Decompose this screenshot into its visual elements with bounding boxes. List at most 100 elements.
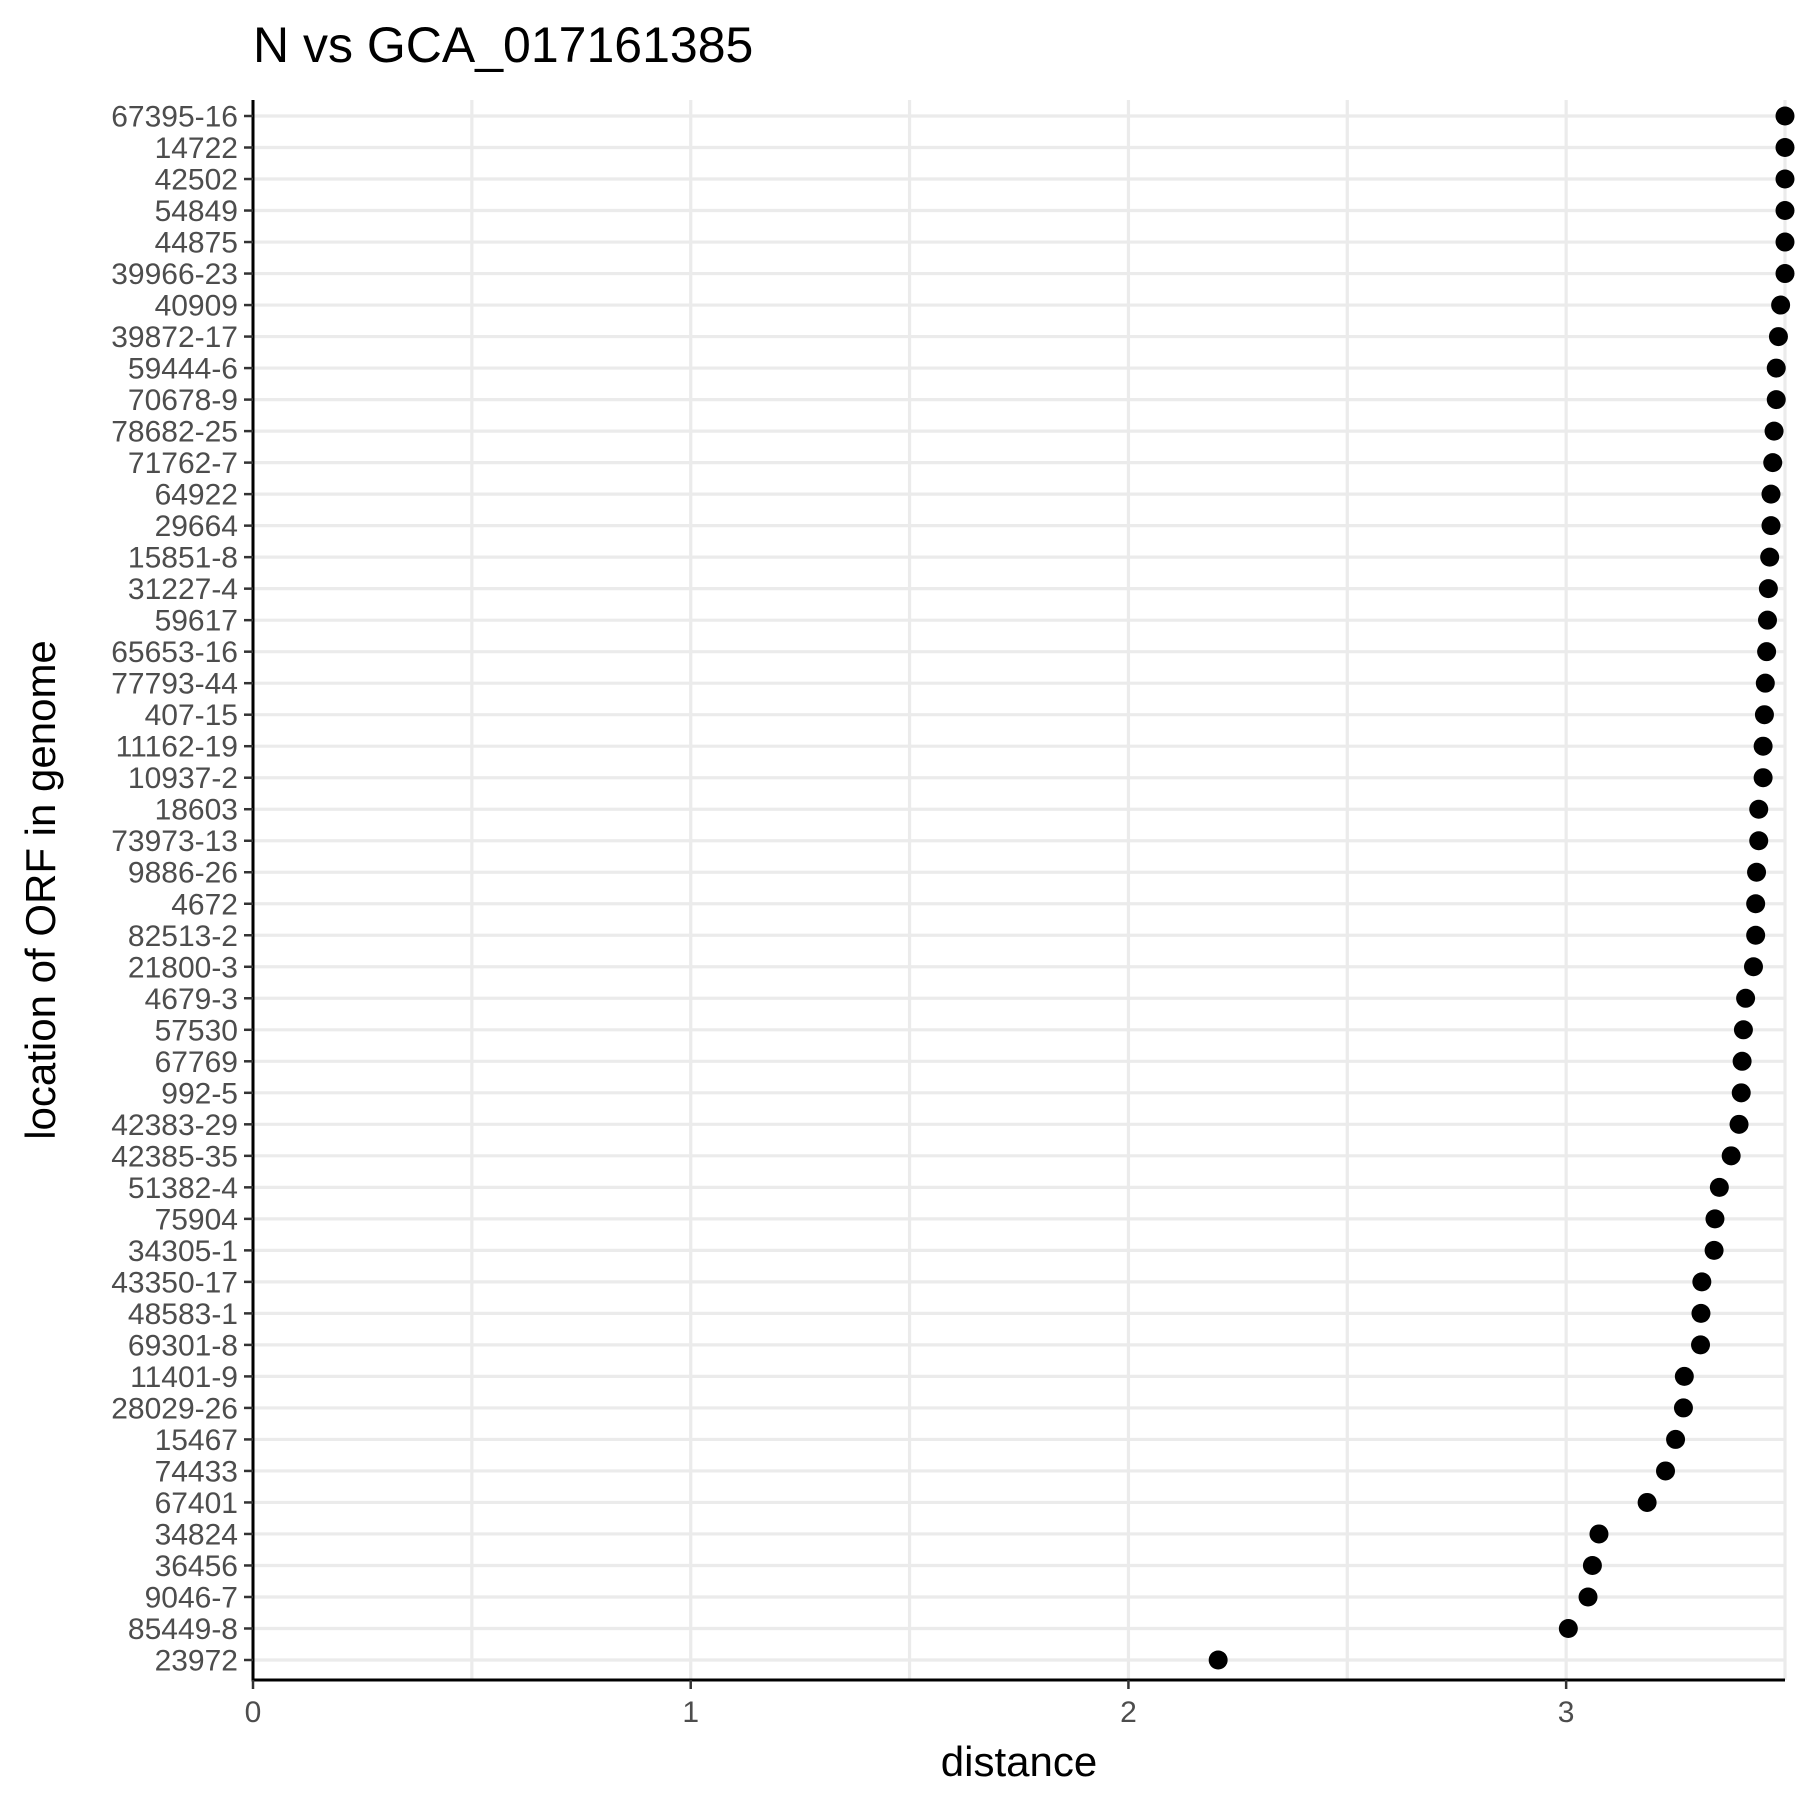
y-axis-title: location of ORF in genome <box>17 640 64 1140</box>
y-tick-label: 29664 <box>155 510 238 543</box>
data-point <box>1691 1335 1711 1355</box>
data-point <box>1755 673 1775 693</box>
y-tick-label: 18603 <box>155 794 238 827</box>
data-point <box>1754 705 1774 725</box>
data-point <box>1758 579 1778 599</box>
y-tick-label: 15851-8 <box>128 542 238 575</box>
data-point <box>1736 988 1756 1008</box>
data-point <box>1729 1114 1749 1134</box>
y-tick-label: 9046-7 <box>145 1581 238 1614</box>
y-tick-label: 28029-26 <box>111 1392 238 1425</box>
y-tick-label: 10937-2 <box>128 762 238 795</box>
chart-title: N vs GCA_017161385 <box>253 17 753 73</box>
data-point <box>1733 1020 1753 1040</box>
data-point <box>1753 736 1773 756</box>
y-tick-label: 34305-1 <box>128 1235 238 1268</box>
data-point <box>1766 358 1786 378</box>
y-tick-label: 69301-8 <box>128 1329 238 1362</box>
y-tick-label: 67769 <box>155 1046 238 1079</box>
y-tick-label: 54849 <box>155 195 238 228</box>
data-point <box>1775 106 1795 126</box>
y-tick-label: 64922 <box>155 479 238 512</box>
data-point <box>1746 925 1766 945</box>
y-tick-label: 39872-17 <box>111 321 238 354</box>
data-point <box>1673 1398 1693 1418</box>
data-point <box>1775 169 1795 189</box>
y-tick-label: 31227-4 <box>128 573 238 606</box>
x-axis-title: distance <box>941 1738 1097 1785</box>
data-point <box>1760 547 1780 567</box>
y-tick-label: 42502 <box>155 164 238 197</box>
y-tick-label: 9886-26 <box>128 857 238 890</box>
data-point <box>1705 1209 1725 1229</box>
y-tick-label: 11401-9 <box>130 1361 238 1394</box>
x-tick-label: 2 <box>1120 1696 1137 1729</box>
data-point <box>1656 1461 1676 1481</box>
data-point <box>1692 1272 1712 1292</box>
data-point <box>1768 327 1788 347</box>
y-tick-label: 4672 <box>171 888 238 921</box>
y-tick-label: 42385-35 <box>111 1140 238 1173</box>
data-point <box>1747 862 1767 882</box>
y-tick-label: 82513-2 <box>128 920 238 953</box>
y-tick-label: 65653-16 <box>111 636 238 669</box>
data-point <box>1637 1492 1657 1512</box>
y-tick-label: 75904 <box>155 1203 238 1236</box>
y-tick-label: 74433 <box>155 1455 238 1488</box>
y-tick-label: 407-15 <box>145 699 238 732</box>
y-tick-label: 70678-9 <box>128 384 238 417</box>
y-tick-label: 14722 <box>155 132 238 165</box>
data-point <box>1766 390 1786 410</box>
y-tick-label: 15467 <box>155 1424 238 1457</box>
data-point <box>1775 232 1795 252</box>
data-point <box>1761 484 1781 504</box>
data-point <box>1674 1366 1694 1386</box>
y-tick-label: 73973-13 <box>111 825 238 858</box>
y-tick-label: 71762-7 <box>128 447 238 480</box>
data-point <box>1764 421 1784 441</box>
y-tick-label: 42383-29 <box>111 1109 238 1142</box>
y-tick-label: 77793-44 <box>111 668 238 701</box>
data-point <box>1721 1146 1741 1166</box>
y-tick-label: 44875 <box>155 227 238 260</box>
y-tick-label: 23972 <box>155 1645 238 1678</box>
y-tick-label: 85449-8 <box>128 1613 238 1646</box>
y-tick-label: 48583-1 <box>128 1298 238 1331</box>
data-point <box>1709 1177 1729 1197</box>
y-tick-label: 4679-3 <box>145 983 238 1016</box>
data-point <box>1582 1555 1602 1575</box>
x-tick-label: 1 <box>682 1696 699 1729</box>
data-point <box>1757 642 1777 662</box>
data-point <box>1666 1429 1686 1449</box>
y-tick-label: 57530 <box>155 1014 238 1047</box>
data-point <box>1731 1083 1751 1103</box>
data-point <box>1761 516 1781 536</box>
y-tick-label: 36456 <box>155 1550 238 1583</box>
y-tick-label: 78682-25 <box>111 416 238 449</box>
y-tick-label: 43350-17 <box>111 1266 238 1299</box>
grid <box>251 100 1787 1680</box>
x-tick-label: 3 <box>1558 1696 1575 1729</box>
data-point <box>1753 768 1773 788</box>
y-tick-label: 992-5 <box>161 1077 238 1110</box>
y-tick-label: 21800-3 <box>128 951 238 984</box>
data-point <box>1746 894 1766 914</box>
data-point <box>1732 1051 1752 1071</box>
data-point <box>1775 264 1795 284</box>
data-point <box>1749 831 1769 851</box>
data-point <box>1208 1650 1228 1670</box>
data-point <box>1691 1303 1711 1323</box>
data-point <box>1578 1587 1598 1607</box>
y-tick-label: 59617 <box>155 605 238 638</box>
y-tick-label: 34824 <box>155 1518 238 1551</box>
data-points <box>1208 106 1795 1670</box>
data-point <box>1771 295 1791 315</box>
y-tick-label: 59444-6 <box>128 353 238 386</box>
data-point <box>1757 610 1777 630</box>
data-point <box>1589 1524 1609 1544</box>
y-tick-label: 40909 <box>155 290 238 323</box>
axes: 67395-161472242502548494487539966-234090… <box>111 100 1785 1729</box>
data-point <box>1558 1618 1578 1638</box>
